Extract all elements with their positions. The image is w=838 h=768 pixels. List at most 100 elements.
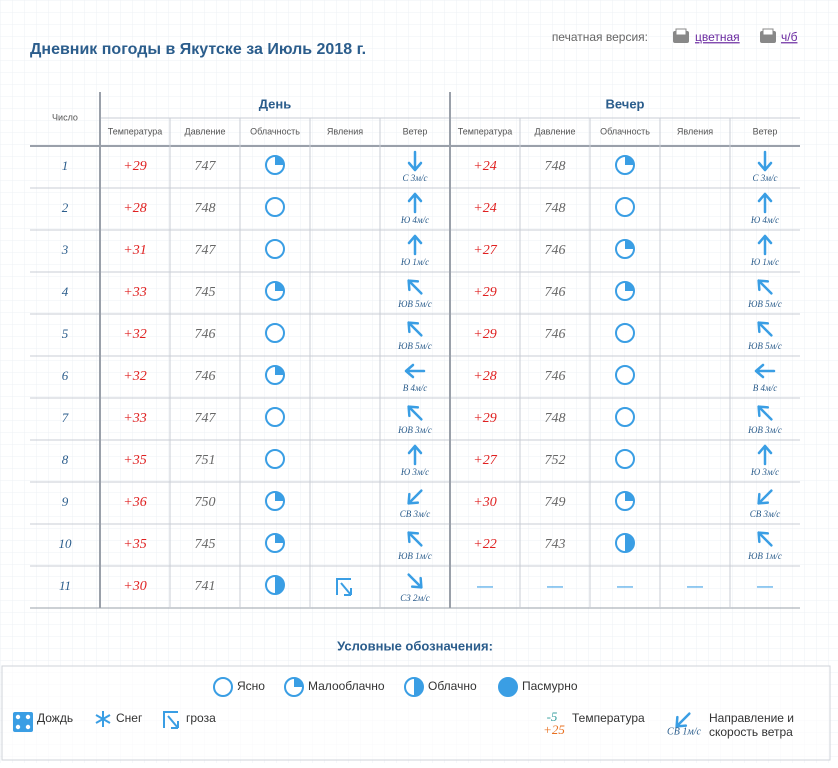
wind: СЗ 2м/с	[400, 593, 429, 603]
legend-label: Направление и	[709, 711, 794, 725]
cloud-fill	[294, 678, 303, 687]
cloud-icon	[213, 677, 233, 697]
wind-arrow	[757, 234, 773, 256]
cloud-icon	[265, 197, 285, 217]
arrow-shape	[407, 150, 423, 172]
temperature: +32	[123, 327, 146, 342]
column-header: Температура	[458, 126, 513, 136]
legend-label: Пасмурно	[522, 679, 578, 693]
wind: СВ 3м/с	[750, 509, 781, 519]
wind: ЮВ 3м/с	[397, 425, 432, 435]
wind: —	[757, 578, 773, 595]
pressure: 748	[545, 201, 566, 216]
cloud-icon	[615, 533, 635, 553]
temperature: +30	[473, 495, 496, 510]
rain-drop	[25, 714, 31, 720]
wind: ЮВ 3м/с	[747, 425, 782, 435]
wind-arrow	[757, 531, 773, 547]
wind-arrow	[407, 234, 423, 256]
cloud-icon	[265, 449, 285, 469]
wind: ЮВ 1м/с	[397, 551, 432, 561]
pressure: 746	[545, 369, 566, 384]
temperature: +32	[123, 369, 146, 384]
wind: ЮВ 5м/с	[397, 299, 432, 309]
print-link[interactable]: цветная	[695, 30, 740, 44]
temperature: +27	[473, 243, 497, 258]
pressure: 747	[195, 159, 217, 174]
wind-arrow	[404, 363, 426, 379]
legend-label: гроза	[186, 711, 216, 725]
wind: СВ 3м/с	[400, 509, 431, 519]
temperature: +31	[123, 243, 146, 258]
wind: Ю 4м/с	[750, 215, 779, 225]
cloud-icon	[615, 155, 635, 175]
wind-arrow	[407, 531, 423, 547]
wind: С 3м/с	[753, 173, 778, 183]
cloud-fill	[275, 492, 284, 501]
cloud-icon	[265, 365, 285, 385]
temperature: +29	[123, 159, 146, 174]
arrow-shape	[757, 234, 773, 256]
rain-drop	[15, 714, 21, 720]
arrow-shape	[754, 363, 776, 379]
print-link[interactable]: ч/б	[781, 30, 798, 44]
column-header: Ветер	[753, 126, 778, 136]
day-number: 7	[62, 410, 69, 425]
phenomenon: —	[687, 578, 703, 595]
day-number: 10	[59, 536, 73, 551]
day-number: 11	[59, 578, 71, 593]
wind: Ю 4м/с	[400, 215, 429, 225]
printer-paper	[762, 28, 774, 36]
cloud-icon	[615, 491, 635, 511]
rain-drop	[15, 724, 21, 730]
pressure: 751	[195, 453, 216, 468]
temperature: +33	[123, 411, 146, 426]
day-number: 1	[62, 158, 69, 173]
cloud-icon	[615, 281, 635, 301]
arrow-shape	[407, 192, 423, 214]
temperature: —	[477, 578, 493, 595]
legend-title: Условные обозначения:	[337, 638, 493, 653]
legend-label: Снег	[116, 711, 143, 725]
arrow-shape	[757, 489, 773, 505]
wind-arrow	[757, 150, 773, 172]
temperature: +35	[123, 537, 146, 552]
pressure: 748	[545, 159, 566, 174]
column-header: Явления	[677, 126, 713, 136]
day-number: 6	[62, 368, 69, 383]
cloud-ring	[498, 677, 518, 697]
wind-arrow	[757, 321, 773, 337]
pressure: 750	[195, 495, 216, 510]
cloud-fill	[625, 534, 634, 552]
pressure: 752	[545, 453, 566, 468]
cloud-ring	[265, 407, 285, 427]
pressure: —	[547, 578, 563, 595]
wind: Ю 3м/с	[750, 467, 779, 477]
column-header: Давление	[535, 126, 576, 136]
wind: Ю 3м/с	[400, 467, 429, 477]
wind: ЮВ 5м/с	[397, 341, 432, 351]
rain-icon	[13, 712, 33, 732]
arrow-shape	[675, 712, 691, 728]
cloud-icon	[265, 281, 285, 301]
column-header: Ветер	[403, 126, 428, 136]
temperature: +29	[473, 285, 496, 300]
day-number: 3	[61, 242, 69, 257]
cloud-icon	[615, 323, 635, 343]
cloud-icon	[265, 155, 285, 175]
arrow-shape	[407, 489, 423, 505]
cloud-ring	[615, 323, 635, 343]
column-header: Число	[52, 112, 78, 122]
legend-label: Облачно	[428, 679, 477, 693]
storm-icon	[336, 578, 352, 596]
arrow-shape	[404, 363, 426, 379]
column-header: Облачность	[600, 126, 650, 136]
rain-drop	[25, 724, 31, 730]
cloud-icon	[615, 239, 635, 259]
wind-arrow	[757, 489, 773, 505]
wind-arrow	[407, 573, 423, 589]
cloud-fill	[625, 492, 634, 501]
temperature: +24	[473, 201, 496, 216]
pressure: 747	[195, 411, 217, 426]
pressure: 746	[545, 285, 566, 300]
